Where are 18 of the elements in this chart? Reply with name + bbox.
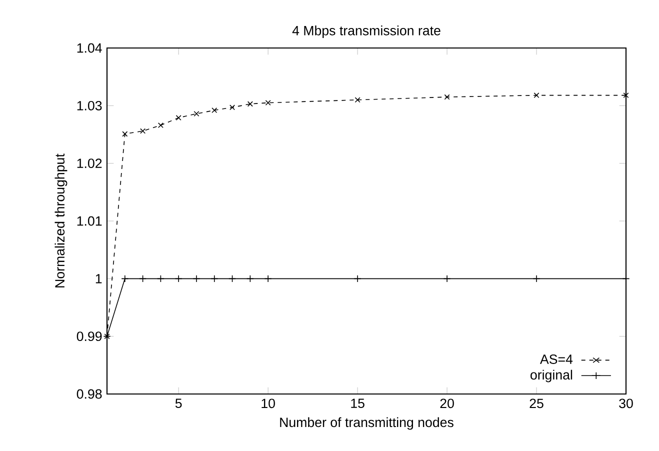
x-tick-label: 25: [530, 398, 544, 408]
x-tick-label: 5: [175, 398, 182, 408]
y-tick-label: 0.98: [76, 389, 102, 399]
x-tick-label: 15: [351, 398, 364, 408]
y-tick-label: 0.99: [76, 332, 102, 342]
chart-title: 4 Mbps transmission rate: [292, 26, 440, 38]
legend-label: AS=4: [540, 354, 573, 364]
y-tick-label: 1.01: [77, 216, 102, 226]
y-tick-label: 1.03: [77, 100, 102, 110]
y-tick-label: 1.04: [77, 43, 102, 53]
y-axis-title: Normalized throughput: [54, 154, 68, 288]
legend-label: original: [530, 370, 572, 382]
y-tick-label: 1.02: [77, 158, 102, 168]
x-tick-label: 20: [440, 398, 454, 408]
x-tick-label: 10: [262, 398, 275, 408]
y-tick-label: 1: [96, 274, 102, 284]
x-axis-title: Number of transmitting nodes: [280, 417, 454, 430]
x-tick-label: 30: [619, 398, 633, 408]
